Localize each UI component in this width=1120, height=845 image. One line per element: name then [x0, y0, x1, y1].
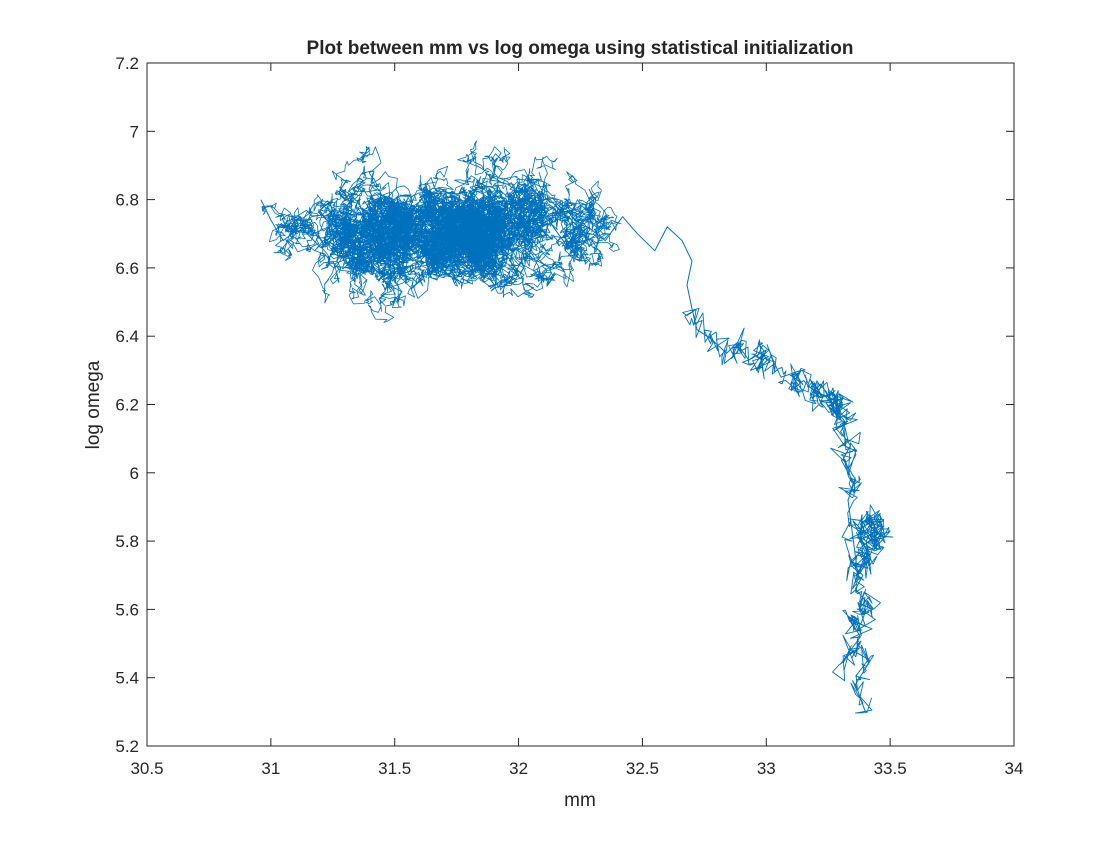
y-tick-label: 7.2 [115, 54, 139, 73]
y-tick-label: 6.2 [115, 396, 139, 415]
series-0 [260, 140, 894, 714]
y-tick-label: 6.6 [115, 259, 139, 278]
x-tick-label: 31 [261, 759, 280, 778]
x-tick-label: 32 [509, 759, 528, 778]
y-tick-label: 6 [130, 464, 139, 483]
y-tick-label: 5.8 [115, 532, 139, 551]
x-tick-label: 33.5 [874, 759, 907, 778]
x-tick-label: 33 [757, 759, 776, 778]
x-axis-label: mm [564, 790, 596, 811]
x-axis-ticks: 30.5 31 31.5 32 32.5 33 33.5 34 [130, 63, 1023, 778]
plot-area-box [146, 62, 1015, 747]
series-cluster-line [261, 140, 622, 323]
series-tail-line [682, 307, 894, 714]
y-axis-label: log omega [83, 360, 104, 449]
y-tick-label: 5.4 [115, 669, 139, 688]
y-tick-label: 6.8 [115, 191, 139, 210]
x-tick-label: 31.5 [378, 759, 411, 778]
y-tick-label: 6.4 [115, 327, 139, 346]
series-layer [260, 140, 894, 714]
y-axis-ticks: 5.2 5.4 5.6 5.8 6 6.2 6.4 6.6 6.8 7 7.2 [115, 54, 1014, 756]
y-tick-label: 5.6 [115, 600, 139, 619]
x-tick-label: 30.5 [130, 759, 163, 778]
x-tick-label: 34 [1005, 759, 1024, 778]
chart-title: Plot between mm vs log omega using stati… [307, 38, 854, 59]
x-tick-label: 32.5 [626, 759, 659, 778]
y-tick-label: 7 [130, 122, 139, 141]
y-tick-label: 5.2 [115, 737, 139, 756]
